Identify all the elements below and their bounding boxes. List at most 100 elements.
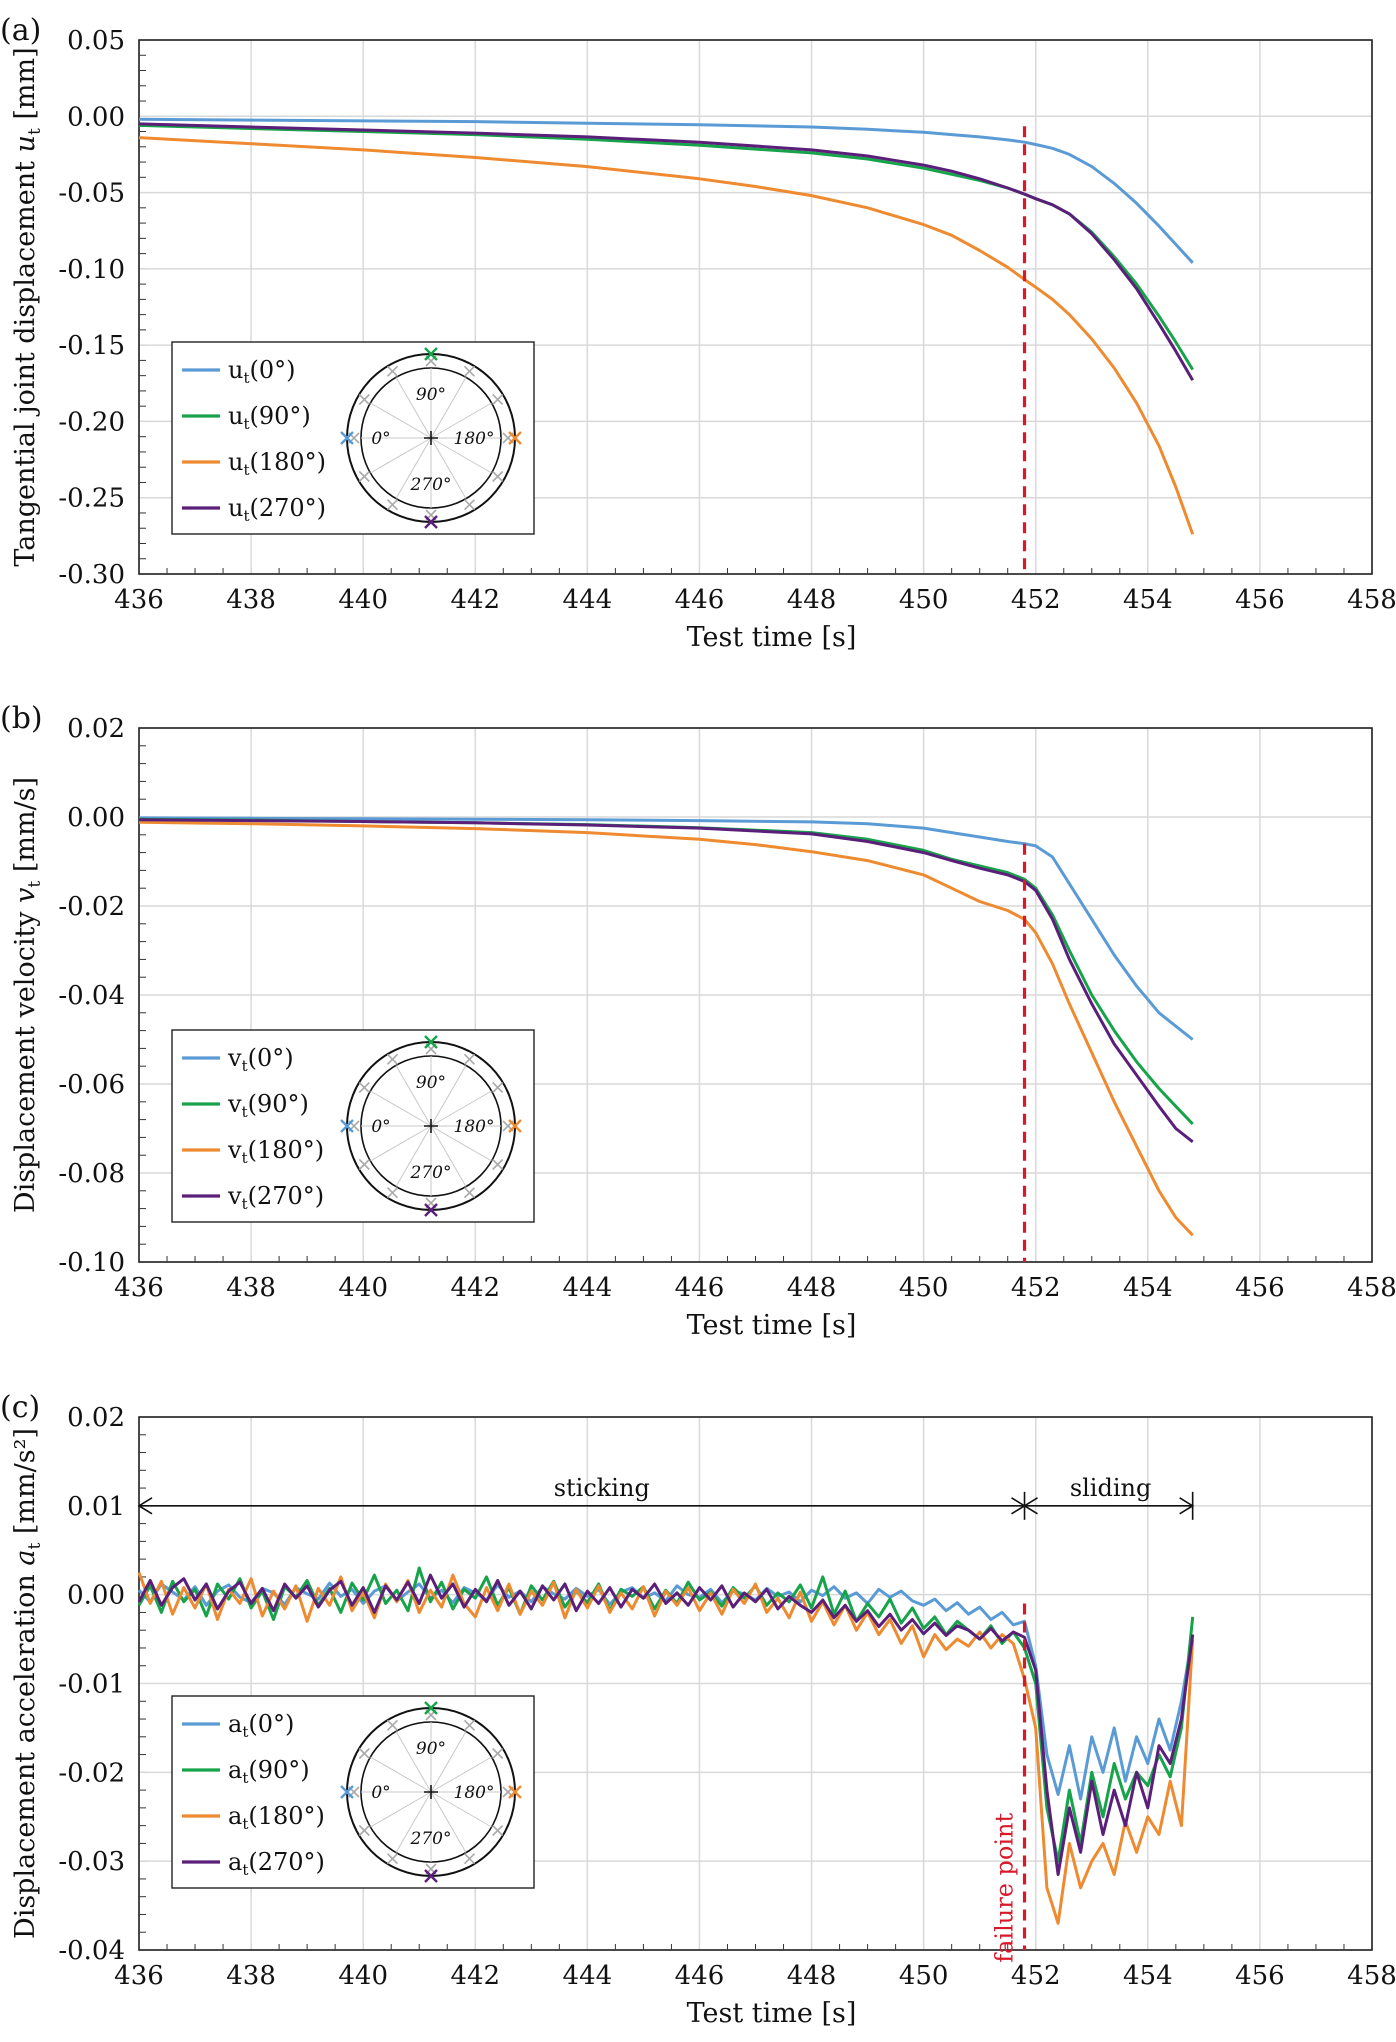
dial-label-0: 0° xyxy=(371,1117,390,1137)
dial-center xyxy=(424,1119,438,1133)
y-tick-label: 0.01 xyxy=(67,1492,125,1522)
series-line xyxy=(138,117,1194,264)
x-tick-label: 456 xyxy=(1235,1273,1285,1303)
dial-marker xyxy=(386,499,399,511)
x-tick-label: 442 xyxy=(450,585,500,615)
dial-spoke xyxy=(430,437,492,474)
dial-marker xyxy=(463,1187,476,1199)
series-line xyxy=(138,122,1194,381)
y-tick-label: -0.04 xyxy=(58,1936,125,1966)
series-line xyxy=(138,820,1194,1237)
x-tick-label: 448 xyxy=(787,1961,837,1991)
series-line xyxy=(138,136,1195,535)
y-tick-label: 0.05 xyxy=(67,26,125,56)
panel-label: (a) xyxy=(0,13,41,48)
dial-spoke xyxy=(395,1125,432,1187)
x-tick-label: 446 xyxy=(675,1273,725,1303)
legend-label: ut(90°) xyxy=(228,402,311,433)
failure-point-label: failure point xyxy=(991,1813,1019,1963)
orientation-dial: 90° 0° 180° 270° xyxy=(340,347,522,529)
x-tick-label: 438 xyxy=(226,1273,276,1303)
series-line xyxy=(138,816,1194,1041)
y-tick-label: -0.30 xyxy=(58,560,125,590)
dial-marker xyxy=(358,1081,370,1094)
dial-marker xyxy=(358,1158,370,1171)
dial-spoke xyxy=(370,1125,432,1162)
chart-panel-2: (b) 436 438 440 442 444 446 448 450 452 454 456 458 0… xyxy=(0,701,1396,1341)
y-tick-label: -0.20 xyxy=(58,407,125,437)
x-tick-label: 452 xyxy=(1011,585,1061,615)
dial-spoke xyxy=(370,1756,432,1793)
dial-label-270: 270° xyxy=(410,475,452,495)
dial-marker xyxy=(386,365,399,377)
dial-marker xyxy=(463,1719,476,1731)
y-tick-label: -0.08 xyxy=(58,1159,125,1189)
panel-label: (b) xyxy=(0,701,43,736)
x-tick-label: 440 xyxy=(338,585,388,615)
y-tick-label: -0.25 xyxy=(58,484,125,514)
dial-orientation-marker xyxy=(424,1035,438,1049)
y-axis-label: Tangential joint displacement ut [mm] xyxy=(10,47,45,566)
series-line xyxy=(138,818,1194,1143)
dial-orientation-marker xyxy=(424,1869,438,1883)
dial-marker xyxy=(358,393,370,406)
dial-center xyxy=(424,431,438,445)
sticking-label: sticking xyxy=(554,1474,650,1502)
x-tick-label: 448 xyxy=(787,585,837,615)
x-tick-label: 446 xyxy=(675,585,725,615)
legend-label: ut(270°) xyxy=(228,494,326,525)
dial-spoke xyxy=(430,1090,492,1127)
panel-label: (c) xyxy=(0,1390,40,1425)
x-tick-label: 436 xyxy=(114,1961,164,1991)
legend: vt(0°) vt(90°) vt(180°) vt(270°) 90° 0° 180° 27… xyxy=(171,1029,535,1223)
x-tick-label: 440 xyxy=(338,1273,388,1303)
x-tick-label: 436 xyxy=(114,1273,164,1303)
y-tick-label: -0.10 xyxy=(58,255,125,285)
y-tick-label: -0.04 xyxy=(58,981,125,1011)
dial-orientation-marker xyxy=(508,1785,522,1799)
dial-center xyxy=(424,1785,438,1799)
dial-orientation-marker xyxy=(340,1785,354,1799)
y-tick-label: -0.03 xyxy=(58,1847,125,1877)
dial-label-0: 0° xyxy=(371,1783,390,1803)
dial-marker xyxy=(463,365,476,377)
x-tick-label: 454 xyxy=(1123,1273,1173,1303)
y-tick-label: -0.05 xyxy=(58,179,125,209)
dial-orientation-marker xyxy=(424,1701,438,1715)
dial-spoke xyxy=(430,1731,467,1793)
dial-label-180: 180° xyxy=(454,429,495,449)
dial-label-90: 90° xyxy=(416,385,446,405)
y-tick-label: 0.00 xyxy=(67,102,125,132)
y-tick-label: 0.02 xyxy=(67,714,125,744)
legend-label: vt(90°) xyxy=(227,1090,309,1121)
dial-spoke xyxy=(395,377,432,439)
dial-orientation-marker xyxy=(424,347,438,361)
x-tick-label: 450 xyxy=(899,585,949,615)
y-axis-label: Displacement velocity vt [mm/s] xyxy=(10,777,45,1213)
dial-marker xyxy=(386,1053,399,1065)
dial-label-180: 180° xyxy=(454,1783,495,1803)
y-axis-label: Displacement acceleration at [mm/s²] xyxy=(10,1428,45,1939)
y-tick-label: -0.02 xyxy=(58,1758,125,1788)
dial-spoke xyxy=(430,402,492,439)
sliding-label: sliding xyxy=(1070,1474,1152,1502)
orientation-dial: 90° 0° 180° 270° xyxy=(340,1701,522,1883)
y-tick-label: 0.00 xyxy=(67,803,125,833)
x-tick-label: 438 xyxy=(226,1961,276,1991)
legend: at(0°) at(90°) at(180°) at(270°) 90° 0° 180° 27… xyxy=(171,1695,535,1889)
legend-label: vt(270°) xyxy=(227,1182,324,1213)
chart-panel-3: (c) 436 438 440 442 444 446 448 450 452 454 456 458 0… xyxy=(0,1390,1396,2029)
dial-marker xyxy=(463,1053,476,1065)
dial-orientation-marker xyxy=(340,431,354,445)
dial-marker xyxy=(492,470,504,483)
dial-spoke xyxy=(395,1065,432,1127)
dial-marker xyxy=(358,1824,370,1837)
dial-label-180: 180° xyxy=(454,1117,495,1137)
dial-spoke xyxy=(370,437,432,474)
dial-spoke xyxy=(430,1125,467,1187)
dial-spoke xyxy=(395,1731,432,1793)
x-tick-label: 454 xyxy=(1123,585,1173,615)
plot-frame xyxy=(138,1416,1373,1951)
x-tick-label: 446 xyxy=(675,1961,725,1991)
dial-marker xyxy=(358,470,370,483)
